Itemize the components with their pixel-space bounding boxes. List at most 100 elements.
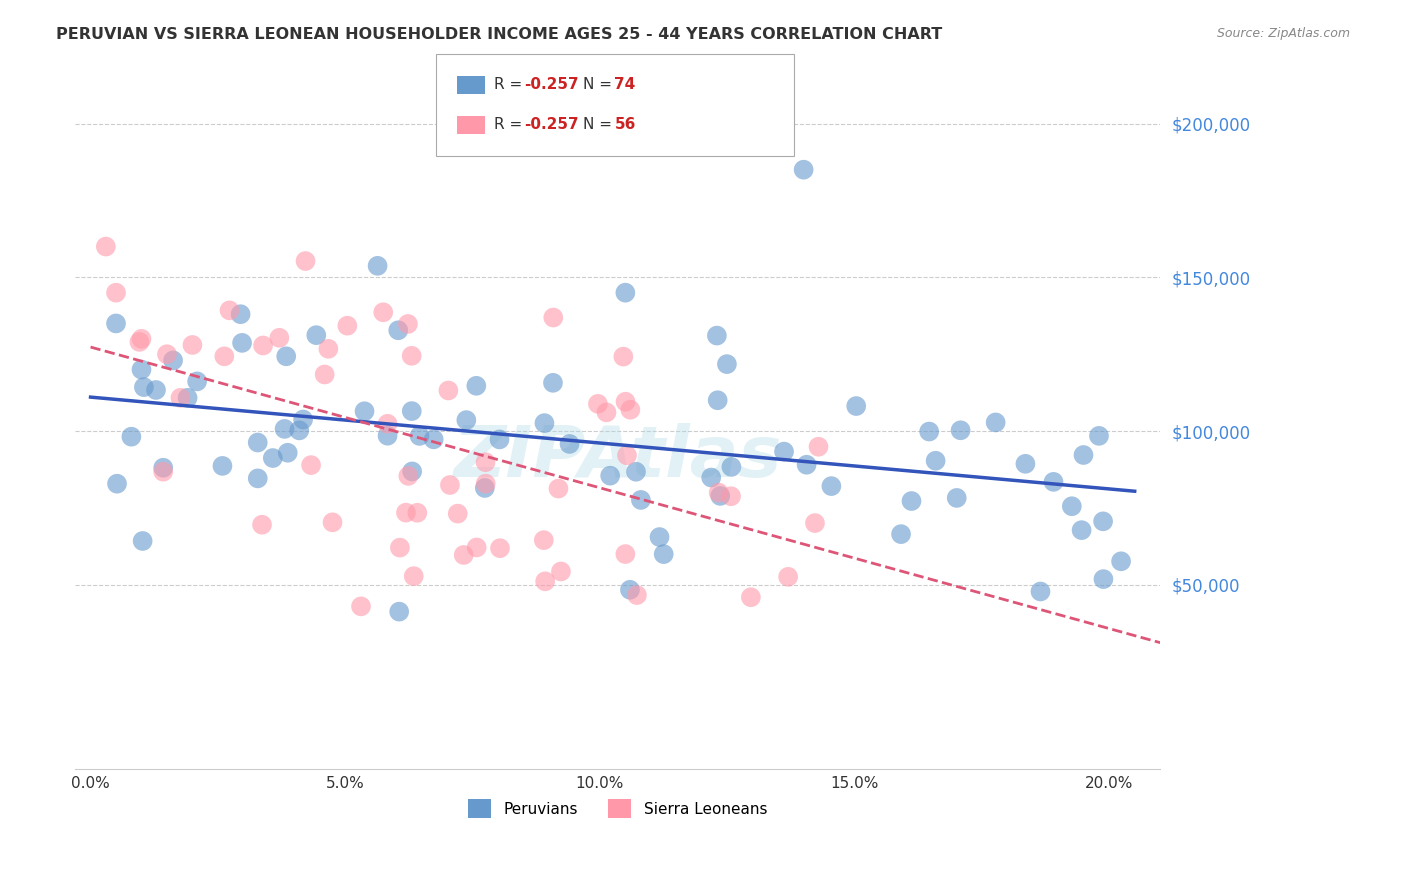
Text: 56: 56: [614, 118, 636, 132]
Point: [707, 485, 730, 500]
Point: [388, 605, 411, 619]
Point: [321, 516, 343, 530]
Point: [547, 482, 569, 496]
Point: [533, 416, 555, 430]
Point: [534, 574, 557, 589]
Point: [288, 424, 311, 438]
Point: [453, 548, 475, 562]
Point: [292, 412, 315, 426]
Point: [395, 506, 418, 520]
Point: [145, 383, 167, 397]
Point: [350, 599, 373, 614]
Point: [599, 468, 621, 483]
Point: [314, 368, 336, 382]
Point: [1088, 429, 1111, 443]
Text: PERUVIAN VS SIERRA LEONEAN HOUSEHOLDER INCOME AGES 25 - 44 YEARS CORRELATION CHA: PERUVIAN VS SIERRA LEONEAN HOUSEHOLDER I…: [56, 27, 942, 42]
Text: N =: N =: [583, 78, 617, 92]
Point: [709, 489, 731, 503]
Point: [541, 376, 564, 390]
Point: [246, 471, 269, 485]
Text: -0.257: -0.257: [524, 78, 579, 92]
Point: [396, 317, 419, 331]
Point: [131, 332, 153, 346]
Point: [269, 331, 291, 345]
Point: [176, 391, 198, 405]
Point: [250, 517, 273, 532]
Text: Source: ZipAtlas.com: Source: ZipAtlas.com: [1216, 27, 1350, 40]
Point: [169, 391, 191, 405]
Point: [614, 285, 637, 300]
Point: [294, 254, 316, 268]
Point: [186, 375, 208, 389]
Point: [156, 347, 179, 361]
Point: [807, 440, 830, 454]
Point: [231, 335, 253, 350]
Point: [439, 478, 461, 492]
Point: [706, 328, 728, 343]
Point: [422, 433, 444, 447]
Text: R =: R =: [494, 78, 527, 92]
Point: [128, 334, 150, 349]
Point: [890, 527, 912, 541]
Point: [1092, 514, 1115, 528]
Point: [845, 399, 868, 413]
Point: [720, 459, 742, 474]
Point: [211, 458, 233, 473]
Text: R =: R =: [494, 118, 527, 132]
Point: [700, 470, 723, 484]
Point: [626, 588, 648, 602]
Point: [740, 591, 762, 605]
Point: [796, 458, 818, 472]
Point: [616, 448, 638, 462]
Point: [246, 435, 269, 450]
Point: [474, 476, 496, 491]
Point: [533, 533, 555, 548]
Point: [456, 413, 478, 427]
Point: [373, 305, 395, 319]
Point: [652, 547, 675, 561]
Point: [619, 402, 641, 417]
Point: [558, 437, 581, 451]
Point: [402, 569, 425, 583]
Point: [353, 404, 375, 418]
Point: [1042, 475, 1064, 489]
Point: [273, 422, 295, 436]
Point: [918, 425, 941, 439]
Point: [388, 541, 411, 555]
Point: [336, 318, 359, 333]
Point: [924, 454, 946, 468]
Point: [214, 349, 236, 363]
Point: [465, 379, 488, 393]
Point: [162, 353, 184, 368]
Point: [152, 460, 174, 475]
Point: [120, 430, 142, 444]
Point: [949, 423, 972, 437]
Point: [1073, 448, 1095, 462]
Point: [305, 328, 328, 343]
Point: [377, 417, 399, 431]
Point: [630, 492, 652, 507]
Point: [377, 428, 399, 442]
Point: [318, 342, 340, 356]
Point: [1070, 523, 1092, 537]
Point: [406, 506, 429, 520]
Point: [474, 455, 496, 469]
Point: [614, 394, 637, 409]
Point: [720, 489, 742, 503]
Point: [132, 380, 155, 394]
Point: [778, 570, 800, 584]
Point: [299, 458, 322, 472]
Point: [612, 350, 634, 364]
Point: [945, 491, 967, 505]
Point: [474, 481, 496, 495]
Point: [1014, 457, 1036, 471]
Point: [820, 479, 842, 493]
Point: [614, 547, 637, 561]
Text: N =: N =: [583, 118, 617, 132]
Text: 74: 74: [614, 78, 636, 92]
Point: [367, 259, 389, 273]
Point: [550, 565, 572, 579]
Point: [105, 317, 128, 331]
Point: [181, 338, 204, 352]
Point: [489, 541, 512, 556]
